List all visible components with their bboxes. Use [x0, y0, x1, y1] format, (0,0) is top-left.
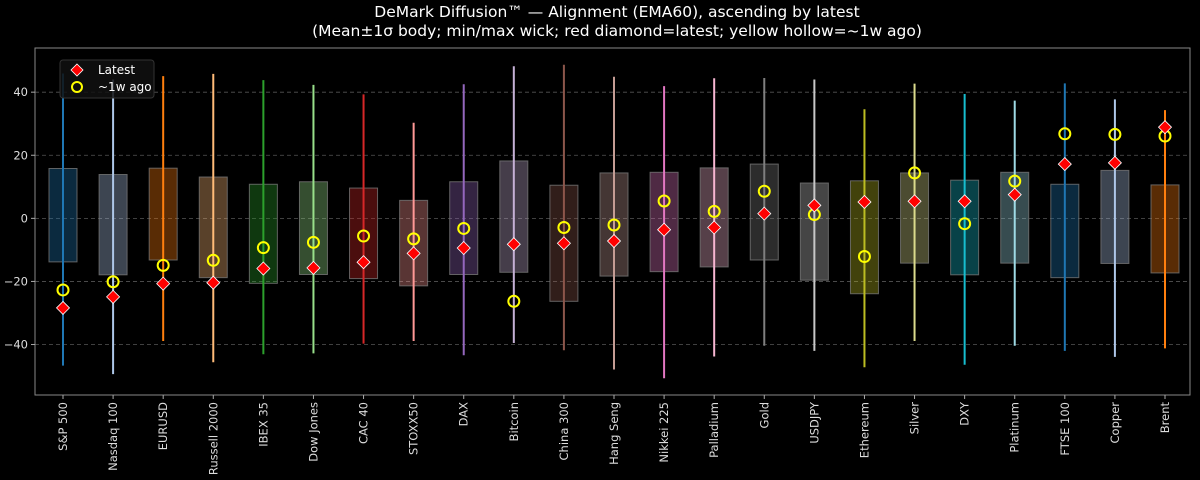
- x-tick-label: Dow Jones: [306, 402, 320, 462]
- latest-point-Copper: [1107, 155, 1122, 170]
- latest-point-Palladium: [707, 220, 722, 235]
- week-ago-point-Bitcoin: [507, 294, 521, 308]
- legend-latest: Latest: [98, 63, 135, 77]
- legend-week-ago: ~1w ago: [98, 80, 152, 94]
- week-ago-point-Nasdaq 100: [106, 275, 120, 289]
- plot-marks: [48, 64, 1180, 379]
- week-ago-point-S&P 500: [56, 283, 70, 297]
- latest-point-USDJPY: [807, 198, 822, 213]
- latest-point-Hang Seng: [606, 233, 622, 249]
- latest-point-China 300: [556, 236, 571, 251]
- legend-box: [59, 59, 155, 99]
- latest-point-DXY: [957, 194, 972, 209]
- week-ago-point-STOXX50: [407, 232, 421, 246]
- x-tick-label: Russell 2000: [206, 402, 220, 475]
- latest-point-Gold: [757, 206, 772, 221]
- latest-point-CAC 40: [356, 255, 371, 270]
- plot-frame: [34, 47, 1191, 396]
- x-tick-label: CAC 40: [357, 402, 371, 444]
- x-tick-label: EURUSD: [156, 402, 170, 450]
- latest-point-Platinum: [1007, 187, 1022, 202]
- latest-point-Dow Jones: [306, 260, 321, 275]
- week-ago-point-FTSE 100: [1058, 127, 1072, 141]
- x-tick-label: Bitcoin: [507, 402, 521, 441]
- latest-point-Ethereum: [857, 194, 872, 210]
- chart-subtitle: (Mean±1σ body; min/max wick; red diamond…: [312, 22, 922, 40]
- latest-point-Silver: [907, 194, 922, 209]
- latest-point-Nikkei 225: [657, 222, 672, 237]
- x-tick-label: S&P 500: [56, 402, 70, 451]
- latest-diamond-icon: [70, 63, 84, 77]
- x-tick-label: Nikkei 225: [657, 402, 671, 463]
- week-ago-point-Hang Seng: [607, 218, 621, 232]
- x-tick-label: FTSE 100: [1058, 402, 1072, 456]
- x-tick-label: Palladium: [707, 402, 721, 458]
- x-axis: S&P 500 Nasdaq 100 EURUSD Russell 2000 IBEX …: [56, 395, 1172, 475]
- x-tick-label: DXY: [958, 401, 972, 426]
- week-ago-point-Ethereum: [857, 250, 871, 264]
- week-ago-point-China 300: [557, 220, 571, 234]
- week-ago-point-Russell 2000: [206, 253, 220, 267]
- y-tick-label: 0: [21, 211, 28, 225]
- x-tick-label: Brent: [1158, 402, 1172, 434]
- chart-title: DeMark Diffusion™ — Alignment (EMA60), a…: [374, 3, 859, 21]
- latest-point-Russell 2000: [206, 275, 221, 290]
- x-tick-label: Hang Seng: [607, 402, 621, 465]
- latest-point-Brent: [1157, 120, 1173, 135]
- week-ago-point-Nikkei 225: [657, 194, 671, 208]
- latest-point-Nasdaq 100: [106, 289, 121, 304]
- x-tick-label: China 300: [557, 402, 571, 460]
- latest-point-EURUSD: [156, 276, 171, 291]
- x-tick-label: IBEX 35: [256, 402, 270, 447]
- x-tick-label: DAX: [457, 402, 471, 427]
- week-ago-point-Gold: [757, 184, 771, 198]
- week-ago-point-Copper: [1108, 127, 1122, 141]
- latest-point-STOXX50: [406, 246, 421, 261]
- week-ago-circle-icon: [71, 81, 83, 93]
- y-tick-label: −20: [4, 274, 28, 288]
- x-tick-label: Ethereum: [857, 402, 871, 458]
- latest-point-DAX: [456, 240, 471, 256]
- week-ago-point-Silver: [908, 166, 922, 180]
- x-tick-label: USDJPY: [807, 401, 821, 444]
- week-ago-point-CAC 40: [357, 229, 371, 243]
- week-ago-point-Platinum: [1008, 174, 1022, 188]
- latest-point-FTSE 100: [1057, 157, 1072, 172]
- latest-point-Bitcoin: [506, 237, 521, 252]
- week-ago-point-Dow Jones: [306, 235, 320, 249]
- x-tick-label: Copper: [1108, 402, 1122, 444]
- x-tick-label: Silver: [908, 402, 922, 435]
- y-tick-label: 20: [13, 148, 28, 162]
- x-tick-label: STOXX50: [407, 402, 421, 455]
- x-tick-label: Platinum: [1008, 402, 1022, 453]
- week-ago-point-DXY: [958, 217, 972, 231]
- y-axis: 40 20 0 −20 −40: [4, 85, 35, 352]
- x-tick-label: Nasdaq 100: [106, 402, 120, 471]
- y-tick-label: −40: [4, 338, 28, 352]
- y-tick-label: 40: [13, 85, 28, 99]
- x-tick-label: Gold: [757, 402, 771, 428]
- week-ago-point-DAX: [457, 221, 471, 235]
- week-ago-point-EURUSD: [156, 258, 170, 272]
- latest-point-IBEX 35: [256, 261, 271, 276]
- week-ago-point-IBEX 35: [256, 241, 270, 255]
- legend: Latest ~1w ago: [59, 59, 155, 99]
- latest-point-S&P 500: [55, 300, 71, 316]
- week-ago-point-Palladium: [707, 204, 721, 218]
